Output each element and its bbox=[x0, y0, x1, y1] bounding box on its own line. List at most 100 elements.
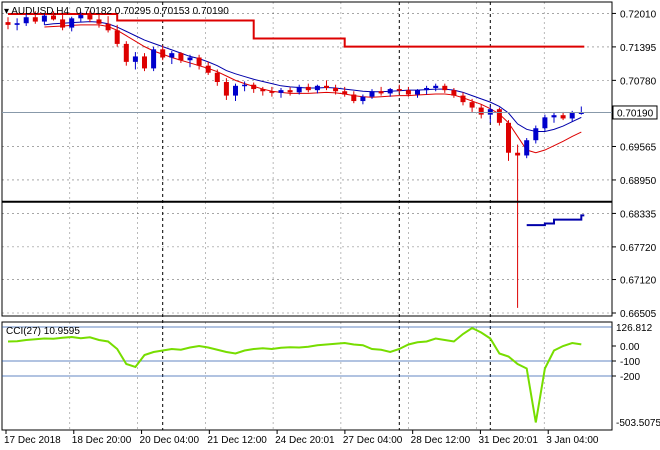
cci-tick-label: 0.00 bbox=[620, 342, 640, 353]
candle bbox=[433, 83, 439, 92]
candle bbox=[333, 84, 339, 95]
candle bbox=[41, 13, 47, 25]
candle bbox=[51, 11, 56, 21]
cci-grid bbox=[2, 326, 612, 377]
candle bbox=[515, 144, 521, 308]
candle bbox=[214, 69, 220, 86]
cci-axis[interactable]: 126.812 0.00 -100 -200 -503.5075 bbox=[612, 323, 660, 429]
candle bbox=[342, 86, 348, 97]
price-grid bbox=[2, 13, 612, 314]
cci-tick-label: -200 bbox=[620, 372, 640, 383]
trailing-stop-lines bbox=[8, 12, 585, 227]
candle bbox=[278, 87, 284, 98]
candle bbox=[460, 92, 466, 106]
candle bbox=[542, 114, 548, 131]
candle bbox=[251, 82, 257, 93]
candle-body bbox=[424, 87, 430, 91]
candle-body bbox=[360, 96, 366, 102]
candle-body bbox=[524, 140, 530, 156]
candle bbox=[396, 84, 402, 94]
candle bbox=[96, 13, 102, 28]
candle bbox=[369, 89, 375, 99]
price-axis[interactable]: 0.72010 0.71395 0.70780 0.69565 0.68950 0.683… bbox=[612, 9, 657, 320]
candle-body bbox=[214, 72, 220, 82]
candle-body bbox=[5, 22, 11, 25]
candle-body bbox=[269, 91, 275, 93]
candle-body bbox=[405, 90, 411, 95]
candlesticks bbox=[5, 10, 584, 308]
candle bbox=[260, 86, 266, 96]
candle-body bbox=[560, 115, 566, 119]
candle bbox=[451, 87, 457, 98]
price-tick-label: 0.70780 bbox=[620, 76, 657, 87]
trailing-stop-step-line bbox=[8, 12, 585, 48]
candle bbox=[132, 52, 138, 70]
candle bbox=[524, 138, 530, 159]
candle-body bbox=[305, 86, 311, 91]
candle bbox=[169, 50, 175, 65]
candle-body bbox=[478, 107, 484, 115]
time-axis[interactable]: 17 Dec 2018 18 Dec 20:00 20 Dec 04:00 21 De… bbox=[4, 430, 599, 446]
candle-body bbox=[69, 18, 75, 28]
candle-body bbox=[87, 15, 93, 20]
candle-body bbox=[32, 17, 38, 22]
time-tick-label: 24 Dec 20:01 bbox=[275, 435, 335, 446]
candle bbox=[314, 84, 320, 94]
candle bbox=[551, 113, 557, 123]
candle-body bbox=[396, 89, 402, 91]
symbol-header: ▾ AUDUSD,H4 0.70182 0.70295 0.70153 0.70… bbox=[4, 6, 229, 17]
candle-body bbox=[251, 84, 257, 90]
candle-body bbox=[333, 87, 339, 92]
cci-tick-label: -100 bbox=[620, 357, 640, 368]
candle bbox=[351, 91, 357, 104]
current-price-box bbox=[612, 105, 658, 120]
candle bbox=[196, 54, 202, 70]
candle-body bbox=[23, 17, 29, 24]
caret-down-icon: ▾ bbox=[4, 6, 9, 17]
candle bbox=[424, 85, 430, 95]
candle bbox=[405, 86, 411, 97]
candle bbox=[305, 83, 311, 93]
candle-body bbox=[260, 89, 266, 92]
candle bbox=[360, 94, 366, 105]
candle bbox=[560, 111, 566, 121]
candle bbox=[387, 87, 393, 97]
price-tick-label: 0.72010 bbox=[620, 9, 657, 20]
candle-body bbox=[496, 109, 502, 123]
cci-bottom-value: -503.5075 bbox=[616, 418, 660, 429]
candle-body bbox=[296, 86, 302, 93]
candle-body bbox=[506, 122, 511, 153]
candle-body bbox=[342, 91, 348, 95]
candle-body bbox=[169, 53, 175, 58]
candle bbox=[78, 11, 84, 23]
candle bbox=[205, 61, 211, 75]
candle bbox=[160, 45, 166, 61]
candle-body bbox=[487, 109, 493, 115]
candle-body bbox=[78, 15, 84, 19]
candle bbox=[60, 15, 66, 31]
candle-body bbox=[433, 85, 439, 88]
period-separators bbox=[69, 2, 613, 430]
candle bbox=[242, 81, 248, 92]
candle bbox=[142, 53, 147, 72]
candle bbox=[269, 86, 275, 97]
cci-top-value: 126.812 bbox=[616, 323, 653, 334]
candle-body bbox=[469, 102, 475, 108]
candle-body bbox=[460, 95, 466, 103]
candle bbox=[123, 41, 129, 66]
candle-body bbox=[178, 53, 184, 61]
candle-body bbox=[551, 115, 557, 118]
candle-body bbox=[233, 85, 238, 96]
ohlc-values: 0.70182 0.70295 0.70153 0.70190 bbox=[76, 6, 229, 17]
candle-body bbox=[205, 65, 211, 73]
time-tick-label: 17 Dec 2018 bbox=[4, 435, 61, 446]
candle-body bbox=[442, 85, 448, 91]
candle bbox=[114, 24, 120, 47]
candle-body bbox=[60, 19, 66, 28]
time-tick-label: 28 Dec 12:00 bbox=[411, 435, 471, 446]
candle-body bbox=[105, 23, 111, 31]
time-tick-label: 21 Dec 12:00 bbox=[207, 435, 267, 446]
candle-body bbox=[287, 90, 293, 93]
